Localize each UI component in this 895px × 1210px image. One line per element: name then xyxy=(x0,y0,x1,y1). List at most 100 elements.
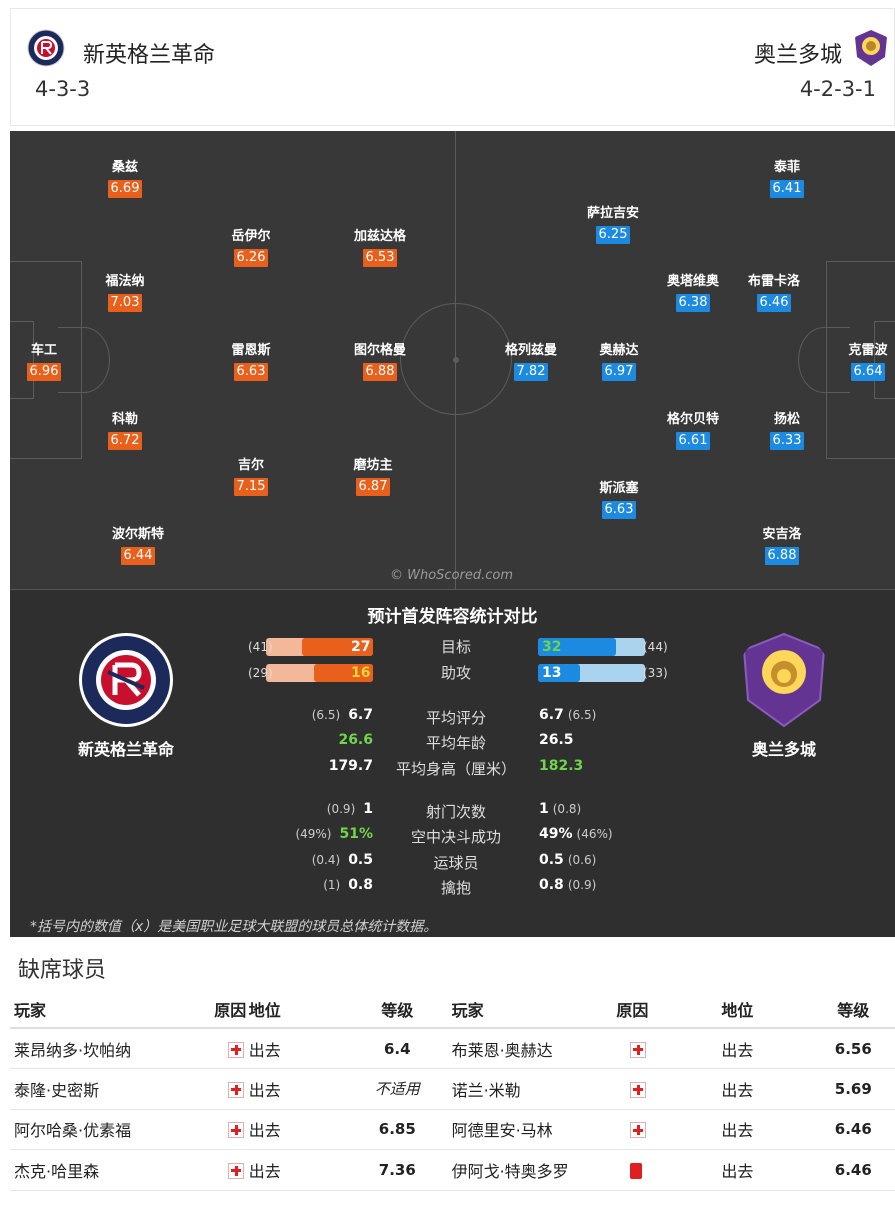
player-rating: 6.96 xyxy=(26,363,62,381)
away-stat-number: 26.5 xyxy=(539,732,574,748)
away-stat-number: 6.7 xyxy=(539,707,564,723)
player-home-gk[interactable]: 车工 6.96 xyxy=(10,343,89,381)
player-away-lb[interactable]: 泰菲 6.41 xyxy=(742,160,832,198)
home-missing-player[interactable]: 泰隆·史密斯 xyxy=(10,1068,137,1110)
col-status-away: 地位 xyxy=(707,990,812,1029)
player-home-lcb[interactable]: 科勒 6.72 xyxy=(80,412,170,450)
home-bar-fill xyxy=(302,638,373,656)
stat-label: 运球员 xyxy=(433,854,479,872)
player-home-lm[interactable]: 吉尔 7.15 xyxy=(206,458,296,496)
player-away-st[interactable]: 格列兹曼 7.82 xyxy=(486,343,576,381)
player-home-rcb[interactable]: 福法纳 7.03 xyxy=(80,274,170,312)
home-stat-number: 1 xyxy=(363,801,373,817)
away-stat-avg: (0.6) xyxy=(567,853,597,867)
player-away-gk[interactable]: 克雷波 6.64 xyxy=(823,343,895,381)
player-home-rm[interactable]: 岳伊尔 6.26 xyxy=(206,229,296,267)
home-stat-number: 179.7 xyxy=(328,758,373,774)
player-name: 安吉洛 xyxy=(762,527,802,542)
player-rating: 6.69 xyxy=(107,180,143,198)
home-bar-avg: (41) xyxy=(248,640,273,654)
player-away-am[interactable]: 奥赫达 6.97 xyxy=(574,343,664,381)
player-away-rw[interactable]: 斯派塞 6.63 xyxy=(574,481,664,519)
stats-away-team: 奥兰多城 xyxy=(751,740,816,759)
away-stat-value: 26.5 xyxy=(539,732,578,748)
stat-label: 空中决斗成功 xyxy=(410,828,501,846)
col-reason-home: 原因 xyxy=(136,990,249,1029)
new-england-logo-icon xyxy=(27,29,65,67)
away-bar-value: 13 xyxy=(542,665,562,681)
new-england-crest-icon xyxy=(79,633,173,727)
player-rating: 6.53 xyxy=(362,249,398,267)
player-rating: 6.63 xyxy=(233,363,269,381)
player-name: 桑兹 xyxy=(111,160,138,175)
player-home-rw[interactable]: 加兹达格 6.53 xyxy=(335,229,425,267)
player-name: 磨坊主 xyxy=(353,458,393,473)
away-missing-status: 出去 xyxy=(707,1068,812,1110)
player-away-rcb[interactable]: 扬松 6.33 xyxy=(742,412,832,450)
home-stat-avg: (0.4) xyxy=(311,853,341,867)
home-missing-rating: 不适用 xyxy=(352,1068,442,1110)
injury-cross-icon xyxy=(228,1081,245,1098)
stats-title: 预计首发阵容统计对比 xyxy=(367,607,538,627)
away-stat-avg: (0.8) xyxy=(552,802,582,816)
player-rating: 6.87 xyxy=(355,478,391,496)
player-away-lw[interactable]: 萨拉吉安 6.25 xyxy=(568,206,658,244)
away-stat-avg: (0.9) xyxy=(567,878,597,892)
home-stat-avg: (6.5) xyxy=(311,708,341,722)
home-stat-avg: (1) xyxy=(323,878,341,892)
home-team-name[interactable]: 新英格兰革命 xyxy=(83,43,216,68)
away-missing-reason xyxy=(608,1149,708,1191)
away-missing-reason xyxy=(608,1068,708,1110)
player-away-ldm[interactable]: 奥塔维奥 6.38 xyxy=(648,274,738,312)
player-rating: 6.64 xyxy=(850,363,886,381)
away-missing-player[interactable]: 阿德里安·马林 xyxy=(441,1109,609,1150)
player-away-rdm[interactable]: 格尔贝特 6.61 xyxy=(648,412,738,450)
away-formation: 4-2-3-1 xyxy=(799,77,876,101)
away-stat-value: 182.3 xyxy=(539,758,587,774)
stat-label: 平均身高（厘米） xyxy=(395,760,516,778)
away-team-name[interactable]: 奥兰多城 xyxy=(753,43,842,68)
away-missing-player[interactable]: 布莱恩·奥赫达 xyxy=(441,1028,609,1069)
player-home-st[interactable]: 图尔格曼 6.88 xyxy=(335,343,425,381)
away-missing-player[interactable]: 伊阿戈·特奥多罗 xyxy=(441,1149,609,1191)
player-rating: 7.03 xyxy=(107,294,143,312)
player-name: 加兹达格 xyxy=(353,229,406,244)
home-missing-player[interactable]: 莱昂纳多·坎帕纳 xyxy=(10,1028,137,1069)
player-name: 克雷波 xyxy=(848,343,888,358)
away-stat-value: 49% (46%) xyxy=(539,826,613,842)
home-missing-player[interactable]: 杰克·哈里森 xyxy=(10,1149,137,1191)
player-home-lb[interactable]: 波尔斯特 6.44 xyxy=(93,527,183,565)
away-missing-reason xyxy=(608,1028,708,1069)
home-penalty-arc xyxy=(58,327,110,393)
stat-label: 射门次数 xyxy=(425,803,486,821)
home-missing-player[interactable]: 阿尔哈桑·优素福 xyxy=(10,1109,137,1150)
home-goal-box xyxy=(10,321,34,399)
stats-footnote: *括号内的数值（x）是美国职业足球大联盟的球员总体统计数据。 xyxy=(30,919,438,935)
home-stat-value: (0.9) 1 xyxy=(253,801,373,817)
away-missing-rating: 6.46 xyxy=(811,1149,895,1191)
home-bar-track xyxy=(266,664,373,682)
col-rating-home: 等级 xyxy=(352,990,442,1029)
player-home-cm[interactable]: 雷恩斯 6.63 xyxy=(206,343,296,381)
red-card-icon xyxy=(630,1162,643,1179)
player-home-lw[interactable]: 磨坊主 6.87 xyxy=(328,458,418,496)
player-away-rb[interactable]: 安吉洛 6.88 xyxy=(737,527,827,565)
home-bar-value: 16 xyxy=(351,665,371,681)
col-reason-away: 原因 xyxy=(608,990,708,1029)
player-home-rb[interactable]: 桑兹 6.69 xyxy=(80,160,170,198)
player-rating: 6.44 xyxy=(120,547,156,565)
player-rating: 6.41 xyxy=(769,180,805,198)
home-stat-avg: (0.9) xyxy=(326,802,356,816)
col-player-home: 玩家 xyxy=(10,990,137,1029)
away-bar-track xyxy=(538,664,645,682)
player-rating: 6.25 xyxy=(595,226,631,244)
player-away-lcb[interactable]: 布雷卡洛 6.46 xyxy=(729,274,819,312)
table-row: 杰克·哈里森 出去 7.36 伊阿戈·特奥多罗 出去 6.46 xyxy=(10,1149,895,1191)
away-stat-number: 0.5 xyxy=(539,852,564,868)
orlando-city-logo-icon xyxy=(855,30,887,66)
player-rating: 6.46 xyxy=(756,294,792,312)
stat-label: 助攻 xyxy=(440,664,471,682)
table-row: 阿尔哈桑·优素福 出去 6.85 阿德里安·马林 出去 6.46 xyxy=(10,1109,895,1150)
away-missing-player[interactable]: 诺兰·米勒 xyxy=(441,1068,609,1110)
player-name: 波尔斯特 xyxy=(111,527,164,542)
